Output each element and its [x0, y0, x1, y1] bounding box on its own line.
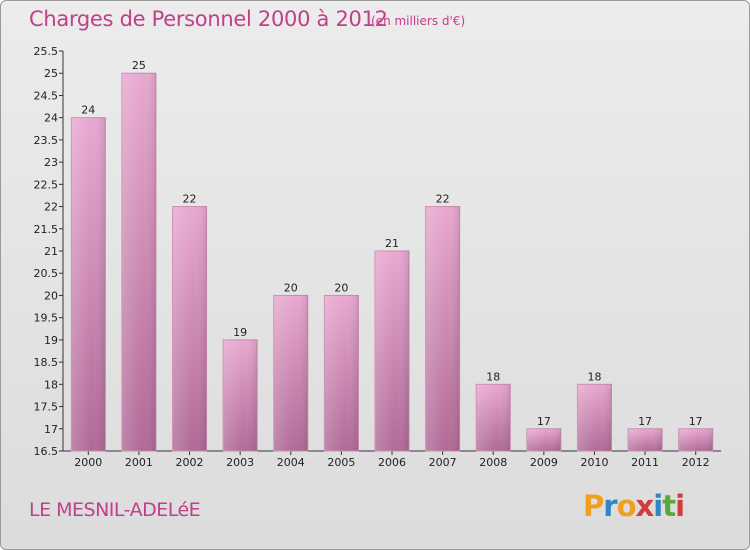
- y-tick-label: 19.5: [34, 312, 59, 325]
- y-tick-label: 24.5: [34, 89, 59, 102]
- x-tick-label: 2009: [530, 456, 558, 469]
- bar-shade: [577, 384, 612, 451]
- data-label: 17: [689, 415, 703, 428]
- data-label: 17: [638, 415, 652, 428]
- y-tick-label: 20: [44, 289, 58, 302]
- y-tick-label: 19: [44, 334, 58, 347]
- logo-letter: x: [635, 489, 655, 523]
- x-tick-label: 2000: [74, 456, 102, 469]
- data-label: 25: [132, 59, 146, 72]
- y-tick-label: 22.5: [34, 178, 59, 191]
- y-tick-label: 21: [44, 245, 58, 258]
- bar-shade: [628, 428, 663, 451]
- bars: [70, 72, 714, 452]
- data-label: 21: [385, 237, 399, 250]
- bar-shade: [121, 73, 156, 451]
- x-tick-label: 2002: [176, 456, 204, 469]
- bar-shade: [324, 295, 359, 451]
- y-tick-label: 18: [44, 378, 58, 391]
- proxiti-logo[interactable]: Proxiti: [583, 489, 685, 523]
- data-label: 18: [486, 370, 500, 383]
- commune-name: LE MESNIL-ADELéE: [29, 499, 201, 521]
- y-tick-label: 23.5: [34, 134, 59, 147]
- data-label: 18: [587, 370, 601, 383]
- y-tick-label: 18.5: [34, 356, 59, 369]
- logo-letter: r: [603, 489, 617, 523]
- data-labels: 24 25 22 19 20 20 21 22 18 17 18 17 17: [81, 59, 702, 428]
- y-tick-label: 23: [44, 156, 58, 169]
- logo-letter: i: [653, 489, 663, 523]
- x-tick-label: 2005: [327, 456, 355, 469]
- bar-shade: [476, 384, 511, 451]
- bar-shade: [223, 339, 258, 451]
- x-tick-label: 2006: [378, 456, 406, 469]
- y-tick-label: 20.5: [34, 267, 59, 280]
- bar-shade: [375, 251, 409, 451]
- bar-shade: [678, 428, 713, 451]
- logo-letter: i: [675, 489, 685, 523]
- y-tick-label: 17: [44, 423, 58, 436]
- data-label: 22: [436, 193, 450, 206]
- logo-letter: t: [662, 489, 676, 523]
- chart-title: Charges de Personnel 2000 à 2012: [29, 7, 388, 31]
- x-tick-label: 2008: [479, 456, 507, 469]
- y-tick-label: 16.5: [34, 445, 59, 458]
- bar-shade: [273, 295, 308, 451]
- y-tick-label: 22: [44, 201, 58, 214]
- y-tick-label: 17.5: [34, 401, 59, 414]
- x-tick-label: 2007: [429, 456, 457, 469]
- x-tick-label: 2012: [682, 456, 710, 469]
- data-label: 17: [537, 415, 551, 428]
- data-label: 24: [81, 104, 95, 117]
- x-tick-label: 2004: [277, 456, 305, 469]
- bar-shade: [71, 117, 106, 452]
- data-label: 20: [334, 281, 348, 294]
- data-label: 20: [284, 281, 298, 294]
- bar-shade: [526, 428, 561, 451]
- data-label: 19: [233, 326, 247, 339]
- bar-shade: [172, 206, 207, 451]
- logo-letter: P: [583, 489, 604, 523]
- y-tick-label: 24: [44, 112, 58, 125]
- axes: 16.5 17 17.5 18 18.5 19 19.5 20 20.5 21 21.5 22 22.5…: [34, 45, 721, 469]
- x-tick-label: 2001: [125, 456, 153, 469]
- logo-letter: o: [616, 489, 637, 523]
- chart-subtitle: (en milliers d'€): [371, 14, 466, 28]
- x-tick-label: 2011: [631, 456, 659, 469]
- y-tick-label: 25.5: [34, 45, 59, 58]
- x-tick-label: 2003: [226, 456, 254, 469]
- x-tick-label: 2010: [580, 456, 608, 469]
- data-label: 22: [183, 193, 197, 206]
- bar-shade: [425, 206, 460, 451]
- y-tick-label: 21.5: [34, 223, 59, 236]
- y-tick-label: 25: [44, 67, 58, 80]
